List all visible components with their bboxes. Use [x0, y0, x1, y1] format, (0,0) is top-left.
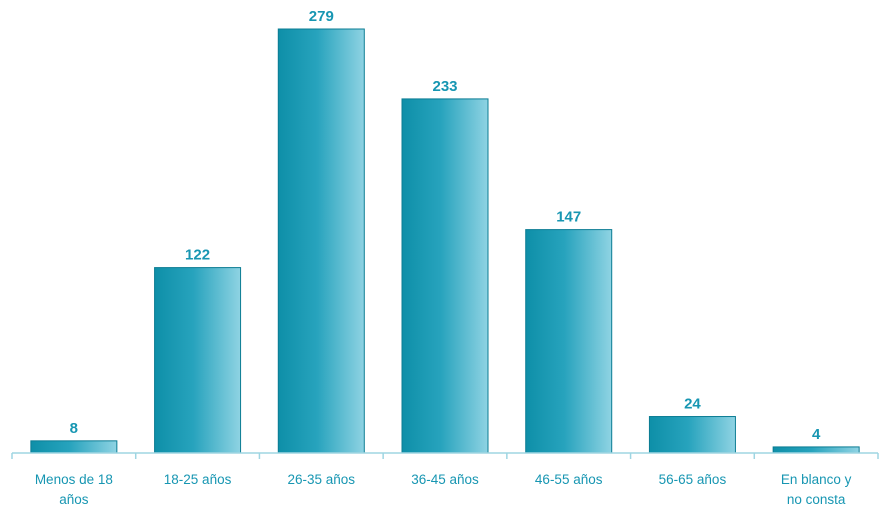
- bar-5: [648, 416, 736, 454]
- bar-0: [30, 440, 118, 454]
- bar-3: [401, 98, 489, 454]
- category-labels-group: Menos de 18 años 18-25 años 26-35 años 36-45…: [35, 472, 852, 507]
- bar-4: [525, 229, 613, 454]
- data-label-6: 4: [812, 426, 821, 443]
- x-axis-ticks-group: [11, 453, 879, 459]
- category-label-1: 18-25 años: [164, 472, 232, 487]
- bars-group: [30, 28, 860, 454]
- category-label-3: 36-45 años: [411, 472, 479, 487]
- data-label-3: 233: [432, 78, 457, 95]
- value-labels-group: 8 122 279 233 147 24 4: [70, 8, 821, 443]
- category-label-0-line-1: años: [59, 492, 89, 507]
- data-label-1: 122: [185, 247, 210, 264]
- category-label-5: 56-65 años: [659, 472, 727, 487]
- bar-6: [772, 446, 860, 454]
- bar-2: [277, 28, 365, 454]
- category-label-6-line-0: En blanco y: [781, 472, 852, 487]
- data-label-2: 279: [309, 8, 334, 25]
- category-label-2: 26-35 años: [288, 472, 356, 487]
- category-label-6-line-1: no consta: [787, 492, 846, 507]
- data-label-4: 147: [556, 209, 581, 226]
- category-label-4: 46-55 años: [535, 472, 603, 487]
- data-label-0: 8: [70, 420, 78, 437]
- bar-1: [154, 267, 242, 454]
- data-label-5: 24: [684, 396, 701, 413]
- category-label-0-line-0: Menos de 18: [35, 472, 113, 487]
